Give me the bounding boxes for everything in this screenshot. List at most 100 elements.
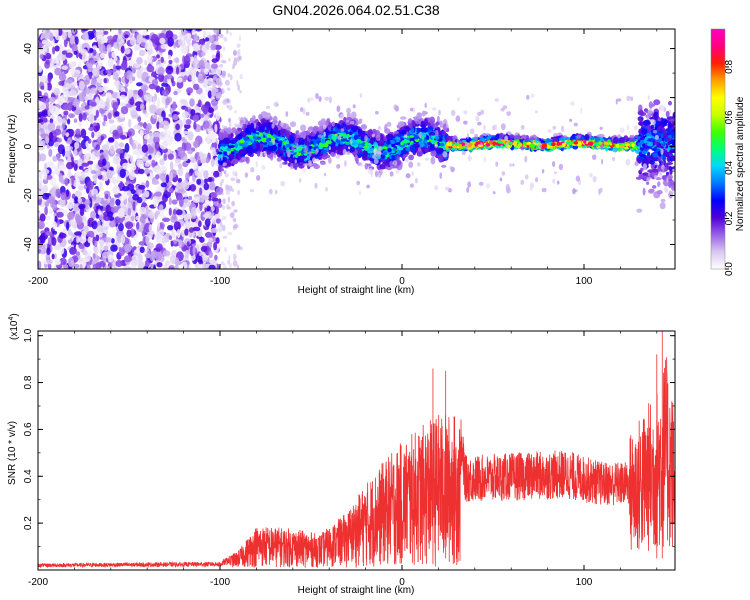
heatmap-cell (174, 264, 179, 269)
heatmap-cell (148, 211, 155, 219)
heatmap-cell (144, 168, 150, 175)
heatmap-cell (59, 198, 66, 208)
heatmap-cell (118, 142, 125, 148)
heatmap-cell (176, 66, 179, 75)
heatmap-cell (420, 120, 425, 128)
heatmap-cell (158, 238, 163, 244)
heatmap-cell (82, 31, 89, 41)
heatmap-cell (170, 171, 174, 181)
heatmap-cell (63, 145, 71, 152)
heatmap-cell (73, 99, 80, 106)
heatmap-cell (229, 212, 235, 219)
heatmap-cell (148, 224, 153, 232)
heatmap-cell (127, 60, 135, 67)
heatmap-cell (69, 35, 74, 45)
heatmap-cell (151, 159, 156, 168)
heatmap-cell (429, 116, 436, 125)
heatmap-cell (67, 168, 72, 177)
heatmap-cell (144, 34, 151, 40)
heatmap-cell (145, 259, 150, 268)
heatmap-cell (171, 230, 176, 239)
heatmap-cell (168, 197, 172, 205)
heatmap-cell (221, 224, 226, 232)
heatmap-cell (110, 144, 115, 155)
heatmap-cell (215, 218, 221, 224)
heatmap-cell (284, 161, 288, 165)
heatmap-cell (136, 222, 140, 230)
heatmap-cell (92, 49, 97, 56)
heatmap-cell (74, 141, 80, 150)
heatmap-cell (200, 51, 206, 57)
heatmap-cell (108, 261, 113, 269)
heatmap-cell (206, 136, 211, 144)
heatmap-cell (97, 220, 101, 226)
heatmap-cell (189, 156, 196, 163)
heatmap-cell (83, 79, 90, 85)
heatmap-cell (42, 184, 48, 193)
heatmap-cell (318, 152, 323, 156)
heatmap-cell (203, 29, 207, 40)
heatmap-cell (195, 29, 203, 32)
heatmap-cell (66, 189, 69, 198)
heatmap-cell (91, 79, 96, 87)
heatmap-cell (350, 111, 357, 120)
heatmap-cell (98, 239, 105, 247)
heatmap-cell (126, 131, 132, 137)
heatmap-cell (138, 184, 146, 190)
heatmap-cell (115, 179, 121, 184)
heatmap-cell (141, 155, 149, 162)
heatmap-cell (146, 65, 155, 73)
heatmap-cell (200, 92, 206, 101)
heatmap-cell (218, 227, 223, 233)
heatmap-cell (300, 124, 307, 132)
heatmap-cell (51, 201, 58, 211)
heatmap-cell (423, 133, 427, 138)
heatmap-cell (86, 263, 91, 269)
heatmap-cell (353, 135, 359, 140)
heatmap-cell (146, 123, 152, 131)
heatmap-cell (66, 161, 74, 170)
heatmap-cell (78, 113, 83, 122)
heatmap-cell (111, 51, 117, 59)
heatmap-cell (62, 209, 68, 217)
heatmap-cell (352, 125, 358, 133)
heatmap-cell (56, 153, 60, 161)
heatmap-cell (52, 46, 56, 55)
heatmap-cell (68, 257, 75, 268)
heatmap-cell (231, 158, 239, 165)
heatmap-cell (88, 72, 93, 80)
heatmap-cell (153, 114, 158, 120)
heatmap-cell (391, 143, 396, 148)
heatmap-cell (193, 83, 200, 91)
heatmap-cell (185, 29, 193, 32)
heatmap-cell (46, 231, 52, 237)
heatmap-cell (199, 151, 203, 158)
heatmap-cell (210, 158, 215, 168)
heatmap-cell (138, 49, 146, 57)
heatmap-cell (184, 123, 191, 129)
heatmap-cell (167, 37, 175, 47)
heatmap-cell (176, 228, 181, 239)
heatmap-cell (357, 162, 362, 166)
heatmap-cell (298, 132, 306, 138)
heatmap-cell (232, 253, 237, 260)
heatmap-cell (211, 135, 217, 144)
heatmap-cell (62, 103, 71, 111)
heatmap-cell (162, 129, 171, 137)
heatmap-cell (100, 52, 106, 59)
heatmap-cell (199, 113, 205, 118)
heatmap-cell (191, 29, 196, 36)
heatmap-cell (264, 129, 270, 133)
heatmap-cell (54, 168, 61, 176)
heatmap-cell (258, 125, 265, 133)
heatmap-cell (174, 158, 181, 164)
heatmap-cell (43, 173, 47, 181)
heatmap-cell (280, 128, 284, 136)
heatmap-cell (221, 70, 227, 77)
heatmap-cell (159, 158, 165, 166)
heatmap-cell (95, 213, 100, 219)
heatmap-cell (185, 172, 190, 181)
heatmap-cell (199, 201, 203, 212)
heatmap-cell (75, 251, 81, 256)
heatmap-cell (220, 59, 225, 63)
